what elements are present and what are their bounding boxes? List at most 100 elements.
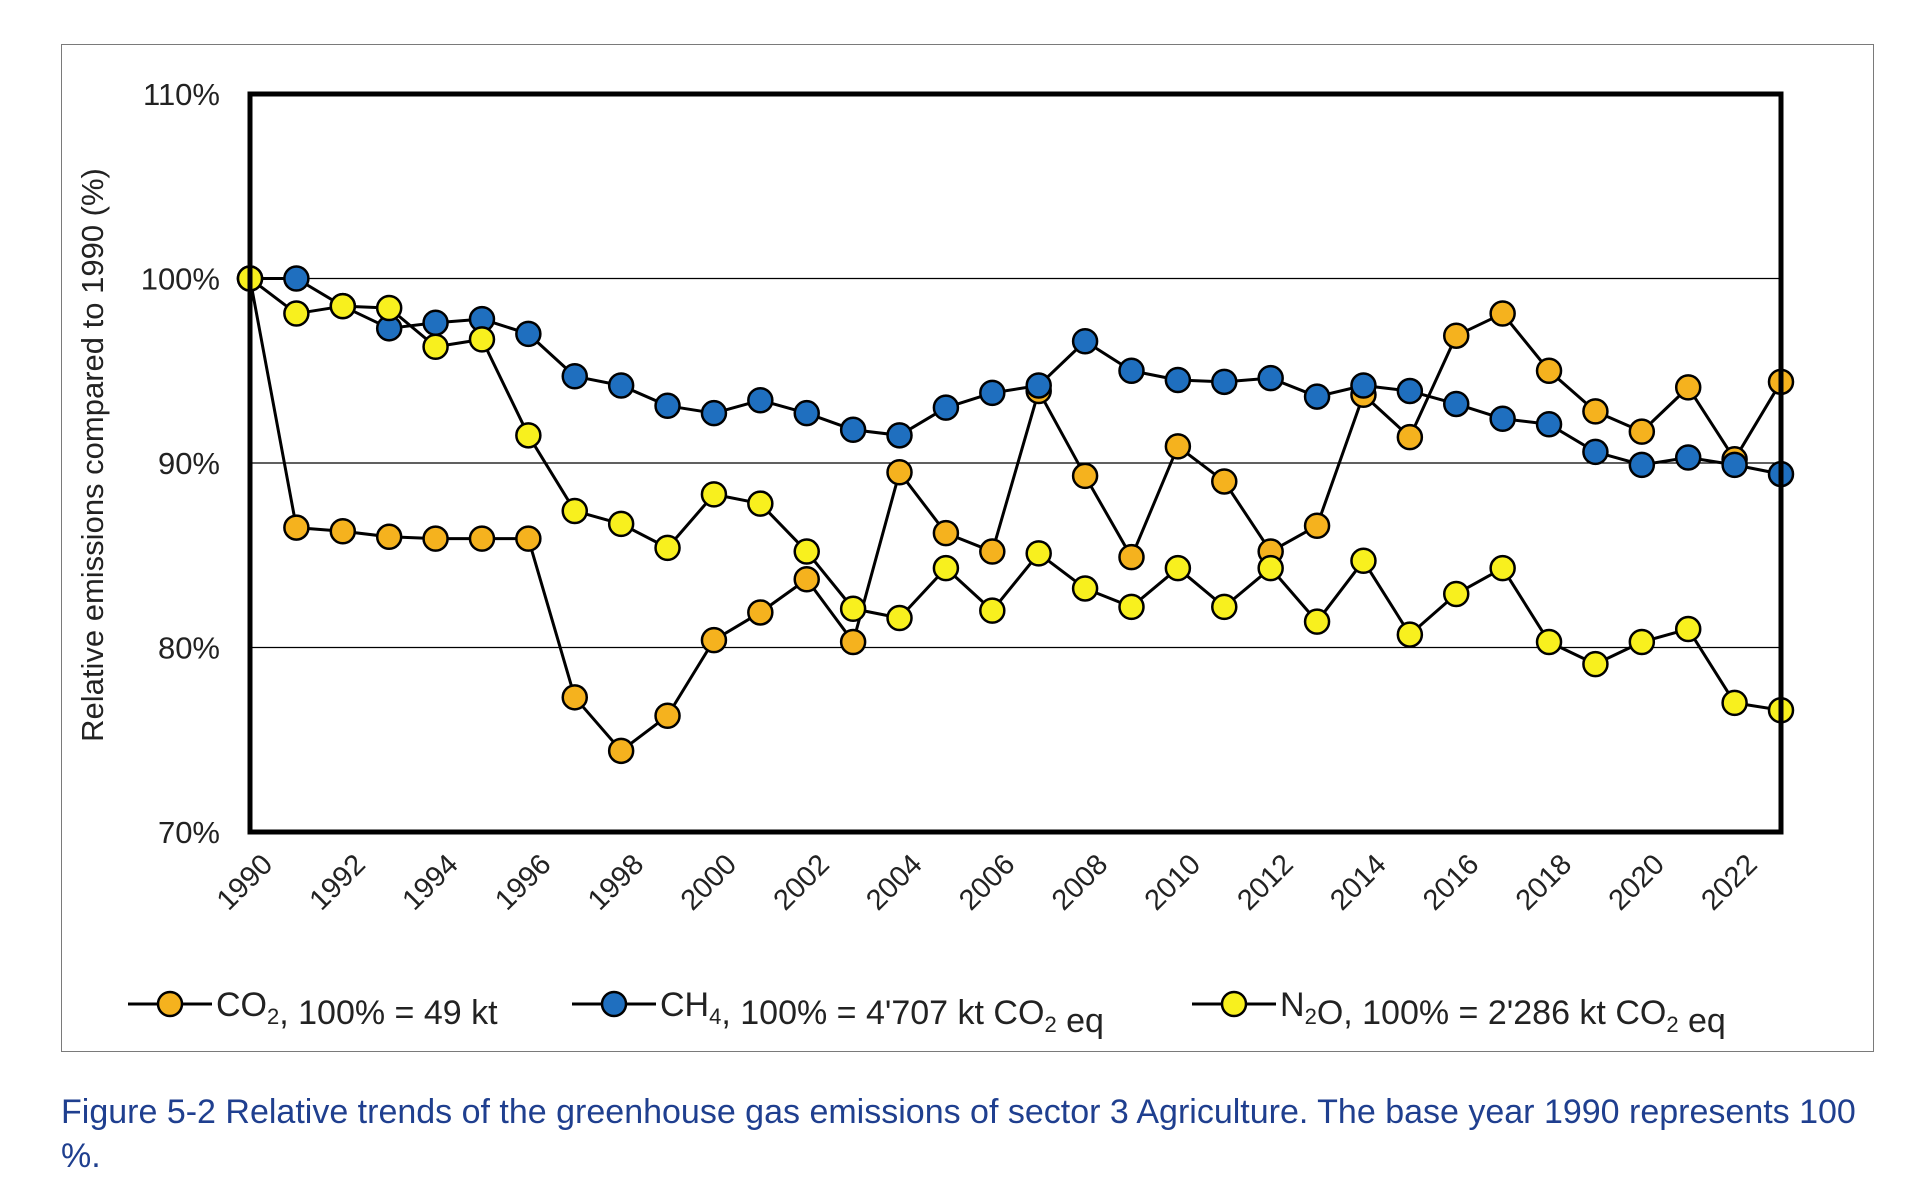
- data-point: [793, 538, 820, 565]
- x-tick-label: 1998: [582, 848, 650, 916]
- data-point: [1025, 540, 1052, 567]
- data-point: [700, 626, 728, 654]
- data-point: [561, 684, 589, 711]
- gridlines: [250, 277, 1781, 649]
- data-point: [1674, 615, 1702, 643]
- legend-label: N2O, 100% = 2'286 kt CO2 eq: [1280, 986, 1726, 1040]
- x-tick-label: 2010: [1139, 848, 1207, 916]
- data-point: [1071, 327, 1099, 355]
- data-point: [1628, 451, 1656, 479]
- data-point: [1350, 547, 1377, 575]
- x-tick-label: 1990: [211, 848, 279, 916]
- data-point: [1535, 628, 1563, 656]
- legend-entry: N2O, 100% = 2'286 kt CO2 eq: [1192, 986, 1726, 1040]
- data-point: [1211, 593, 1238, 621]
- x-tick-label: 2012: [1232, 848, 1300, 916]
- legend-entry: CO2, 100% = 49 kt: [128, 986, 498, 1032]
- data-point: [793, 565, 820, 593]
- data-point: [283, 514, 310, 541]
- y-axis-tick-labels: 70% 80% 90% 100% 110%: [141, 77, 220, 850]
- legend-label: CH4, 100% = 4'707 kt CO2 eq: [660, 986, 1104, 1040]
- data-point: [283, 300, 310, 327]
- y-tick-label: 80%: [158, 631, 220, 666]
- data-point: [422, 525, 449, 552]
- x-tick-label: 1996: [489, 848, 557, 916]
- x-tick-label: 2016: [1417, 848, 1485, 916]
- figure-frame: [61, 44, 1874, 1052]
- data-point: [1071, 462, 1099, 490]
- data-point: [747, 599, 774, 626]
- figure-caption: Figure 5-2 Relative trends of the greenh…: [61, 1093, 1856, 1175]
- data-point: [607, 737, 635, 765]
- data-point: [1442, 322, 1470, 349]
- data-point: [979, 597, 1006, 624]
- x-tick-label: 2006: [953, 848, 1021, 916]
- y-tick-label: 70%: [158, 815, 220, 850]
- data-point: [1257, 364, 1284, 392]
- data-point: [1396, 423, 1424, 451]
- legend: CO2, 100% = 49 kt CH4, 100% = 4'707 kt CO…: [128, 986, 1726, 1040]
- line-chart: 70% 80% 90% 100% 110% 1990 1992 1994 1996 1998 20…: [75, 77, 1795, 1040]
- data-point: [747, 490, 774, 517]
- data-point: [1721, 451, 1748, 479]
- y-tick-label: 100%: [141, 262, 220, 297]
- data-point: [1628, 628, 1656, 656]
- x-tick-label: 2014: [1324, 848, 1392, 916]
- data-point: [1535, 357, 1563, 384]
- plot-area-border: [247, 91, 1784, 835]
- data-point: [747, 387, 774, 414]
- data-point: [839, 595, 867, 623]
- data-point: [654, 702, 681, 730]
- data-point: [1674, 444, 1702, 471]
- data-point: [1164, 433, 1192, 460]
- data-point: [375, 294, 403, 322]
- data-point: [1211, 468, 1238, 495]
- data-point: [1396, 621, 1424, 648]
- data-point: [886, 458, 913, 486]
- data-point: [886, 422, 913, 449]
- data-point: [793, 399, 820, 427]
- data-point: [1674, 374, 1702, 401]
- data-point: [329, 292, 357, 320]
- series-2: [250, 277, 1782, 476]
- data-point: [422, 333, 449, 361]
- x-tick-label: 2002: [768, 848, 836, 916]
- data-point: [1442, 580, 1470, 608]
- data-point: [1582, 398, 1609, 425]
- data-point: [1535, 411, 1563, 438]
- y-axis-title: Relative emissions compared to 1990 (%): [75, 168, 110, 742]
- x-tick-label: 2018: [1510, 848, 1578, 916]
- x-axis-tick-labels: 1990 1992 1994 1996 1998 2000 2002 2004 2006 2008…: [211, 848, 1764, 916]
- series-1: [248, 278, 1783, 753]
- data-point: [1442, 390, 1470, 418]
- data-point: [654, 534, 681, 562]
- x-tick-label: 2020: [1603, 848, 1671, 916]
- data-point: [1721, 689, 1748, 717]
- series-3: [249, 277, 1782, 712]
- legend-label: CO2, 100% = 49 kt: [216, 986, 498, 1032]
- data-point: [468, 326, 496, 353]
- data-point: [422, 309, 449, 337]
- data-point: [1489, 405, 1516, 432]
- data-point: [839, 416, 867, 444]
- data-point: [1257, 554, 1284, 582]
- data-point: [700, 481, 728, 508]
- data-point: [932, 519, 960, 547]
- data-point: [1489, 554, 1516, 582]
- x-tick-label: 2022: [1695, 848, 1763, 916]
- series-line: [249, 277, 1782, 712]
- data-point: [1164, 366, 1192, 394]
- data-point: [283, 265, 310, 292]
- data-point: [839, 628, 867, 656]
- legend-entry: CH4, 100% = 4'707 kt CO2 eq: [572, 986, 1104, 1040]
- legend-marker: [156, 990, 184, 1018]
- data-point: [1628, 418, 1656, 445]
- data-point: [561, 497, 589, 525]
- x-tick-label: 1994: [396, 848, 464, 916]
- data-point: [932, 394, 960, 421]
- data-point: [329, 518, 357, 545]
- data-point: [1071, 575, 1099, 602]
- y-tick-label: 90%: [158, 446, 220, 481]
- data-point: [561, 363, 589, 390]
- data-point: [1350, 372, 1377, 399]
